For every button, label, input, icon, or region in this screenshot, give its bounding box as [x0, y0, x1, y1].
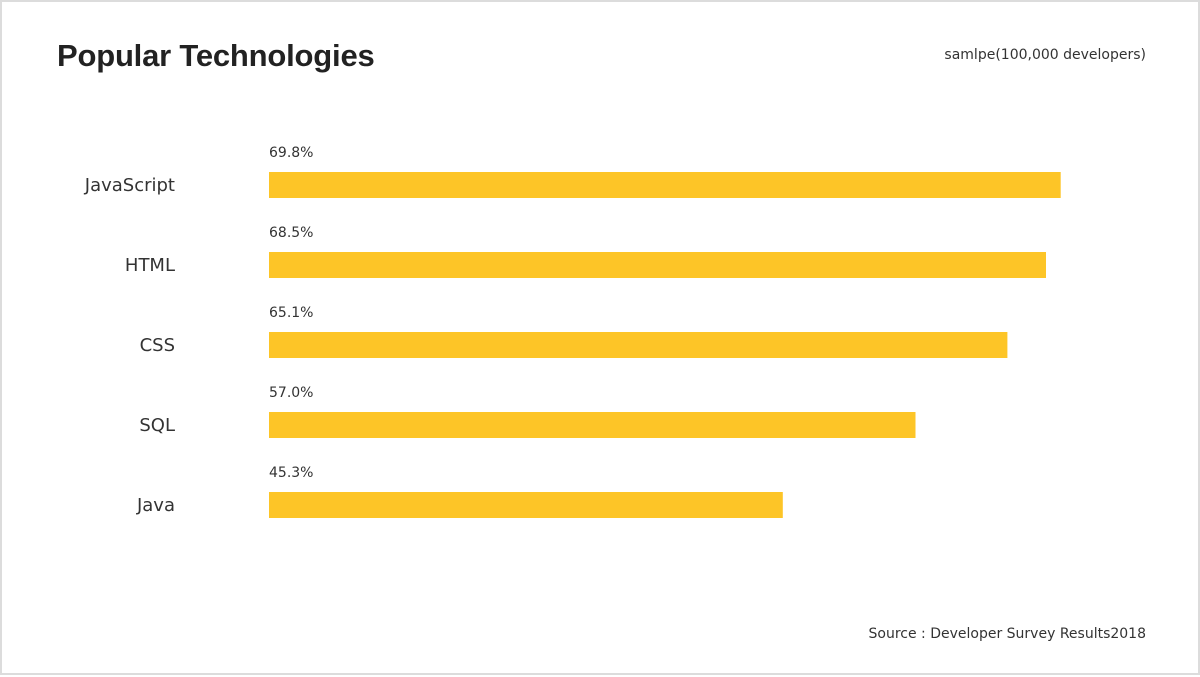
value-label-javascript: 69.8% — [269, 145, 313, 161]
category-label-java: Java — [136, 495, 175, 516]
sample-size-note: samlpe(100,000 developers) — [944, 47, 1146, 63]
category-label-javascript: JavaScript — [84, 175, 175, 196]
bar-javascript — [269, 172, 1061, 198]
source-note: Source : Developer Survey Results2018 — [868, 626, 1146, 642]
category-label-sql: SQL — [139, 415, 175, 436]
bar-java — [269, 492, 783, 518]
bar-css — [269, 332, 1008, 358]
value-label-css: 65.1% — [269, 305, 313, 321]
value-label-java: 45.3% — [269, 465, 313, 481]
value-label-sql: 57.0% — [269, 385, 313, 401]
category-label-css: CSS — [140, 335, 175, 356]
bar-sql — [269, 412, 916, 438]
category-label-html: HTML — [125, 255, 175, 276]
chart-title: Popular Technologies — [57, 38, 375, 73]
value-label-html: 68.5% — [269, 225, 313, 241]
bar-html — [269, 252, 1046, 278]
